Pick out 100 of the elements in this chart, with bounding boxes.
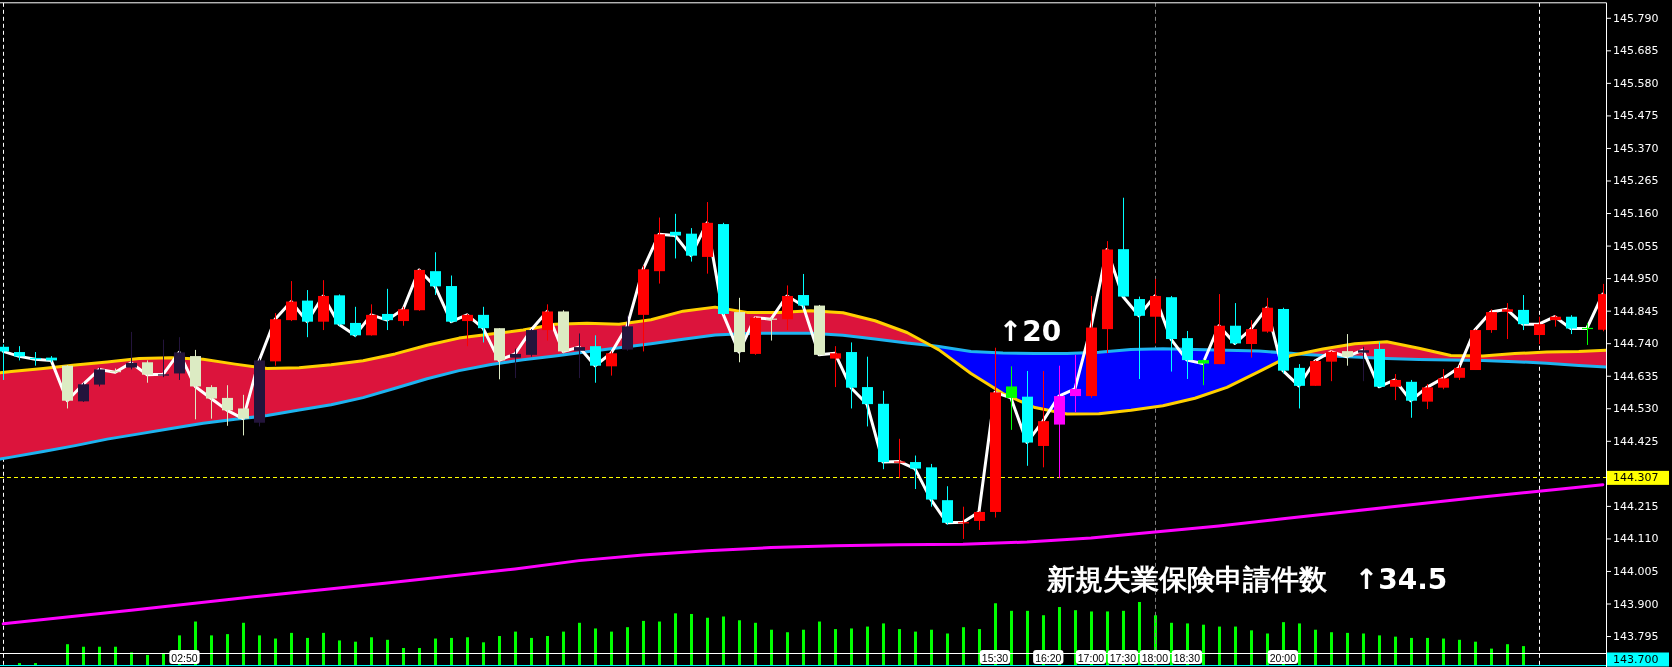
y-tick-label: 144.110 (1613, 532, 1659, 546)
x-tick-label: 17:00 (1077, 651, 1105, 664)
bar (1330, 632, 1333, 665)
ref-line-label: 144.307 (1613, 471, 1659, 485)
y-tick-label: 144.530 (1613, 402, 1659, 416)
bar (130, 652, 133, 665)
bar (1026, 610, 1029, 665)
annotation: ↑20 (998, 314, 1062, 348)
bar (898, 629, 901, 665)
y-tick-label: 144.845 (1613, 304, 1659, 318)
bar (962, 627, 965, 665)
bar (386, 639, 389, 665)
bar (1346, 632, 1349, 665)
y-tick-label: 143.900 (1613, 597, 1659, 611)
bar (1362, 633, 1365, 665)
bar (402, 647, 405, 665)
bar (578, 622, 581, 665)
y-tick-label: 145.370 (1613, 141, 1659, 155)
bar (114, 646, 117, 665)
x-tick-label: 15:30 (981, 651, 1009, 664)
bar (306, 637, 309, 665)
bar (1314, 629, 1317, 665)
bar (290, 632, 293, 665)
bar (1394, 636, 1397, 665)
bar (1234, 626, 1237, 665)
bar (658, 621, 661, 665)
ref-line-label: 143.700 (1613, 653, 1659, 666)
bar (642, 620, 645, 665)
bar (66, 644, 69, 665)
y-tick-label: 143.795 (1613, 630, 1659, 644)
bar (626, 627, 629, 665)
bar (242, 622, 245, 665)
bar (1218, 626, 1221, 665)
y-tick-label: 145.580 (1613, 76, 1659, 90)
x-tick-label: 17:30 (1109, 651, 1137, 664)
bar (530, 637, 533, 665)
bar (1106, 611, 1109, 665)
bar (274, 638, 277, 665)
bar (1074, 610, 1077, 665)
bar (946, 633, 949, 665)
x-tick-label: 20:00 (1269, 651, 1297, 664)
y-tick-label: 145.475 (1613, 109, 1659, 123)
bar (674, 613, 677, 665)
x-tick-label: 02:50 (171, 651, 198, 664)
bar (786, 632, 789, 665)
bar (1490, 648, 1493, 665)
bar (594, 628, 597, 665)
bar (498, 636, 501, 665)
bar (466, 637, 469, 665)
bar (1378, 635, 1381, 665)
bar (930, 629, 933, 665)
line-series (1, 483, 1605, 626)
bar (738, 620, 741, 665)
bar (690, 613, 693, 665)
bar (482, 642, 485, 665)
bar (434, 638, 437, 665)
bar (370, 637, 373, 665)
bar (1250, 630, 1253, 665)
y-tick-label: 144.950 (1613, 272, 1659, 286)
x-tick-label: 18:30 (1173, 651, 1201, 664)
bar (258, 635, 261, 665)
y-tick-label: 144.635 (1613, 369, 1659, 383)
bar (818, 621, 821, 665)
bar (1506, 644, 1509, 665)
bar (98, 646, 101, 665)
bar (162, 653, 165, 665)
bar (1426, 637, 1429, 665)
bar (514, 631, 517, 665)
y-tick-label: 145.790 (1613, 11, 1659, 25)
bar (914, 631, 917, 665)
bar (146, 654, 149, 665)
annotation: 新規失業保険申請件数 ↑34.5 (1045, 562, 1448, 596)
bar (562, 631, 565, 665)
y-tick-label: 144.005 (1613, 564, 1659, 578)
x-tick-label: 18:00 (1141, 651, 1169, 664)
bar (722, 616, 725, 665)
bar (866, 626, 869, 665)
bar (418, 647, 421, 665)
bar (1410, 637, 1413, 665)
bar (1522, 646, 1525, 665)
bar (82, 646, 85, 665)
bar (834, 629, 837, 665)
bar (850, 628, 853, 665)
bar (322, 632, 325, 665)
bar (754, 622, 757, 665)
bar (210, 635, 213, 665)
bar (770, 629, 773, 665)
bar (546, 636, 549, 665)
bar (802, 629, 805, 665)
bar (882, 623, 885, 665)
y-tick-label: 145.055 (1613, 239, 1659, 253)
bar (450, 637, 453, 665)
y-tick-label: 145.265 (1613, 174, 1659, 188)
bar (706, 617, 709, 665)
x-tick-label: 16:20 (1035, 651, 1062, 664)
bar (1458, 639, 1461, 665)
y-tick-label: 144.215 (1613, 499, 1659, 513)
bar (1138, 602, 1141, 665)
bar (226, 634, 229, 665)
y-tick-label: 144.740 (1613, 337, 1659, 351)
